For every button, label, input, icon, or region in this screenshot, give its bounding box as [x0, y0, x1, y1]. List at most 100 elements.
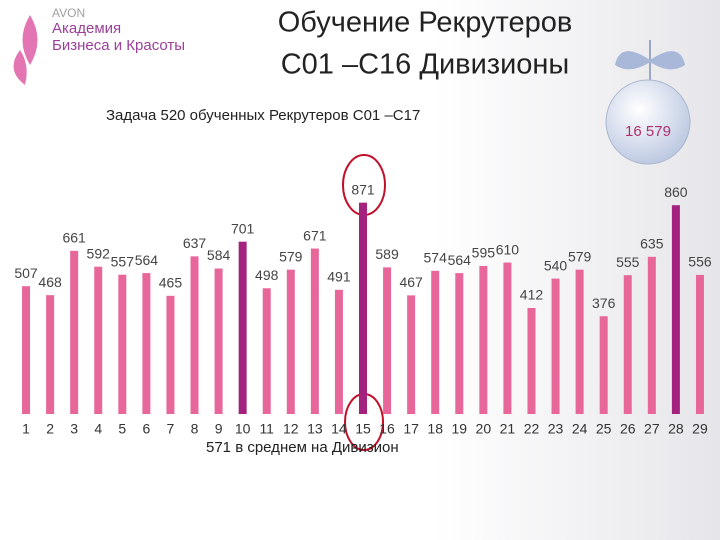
x-tick-label: 15 [355, 421, 371, 437]
bar [286, 269, 295, 414]
bar [334, 289, 343, 414]
bar [383, 267, 392, 414]
value-label: 376 [592, 295, 616, 311]
value-label: 579 [568, 248, 592, 264]
bar [455, 273, 464, 414]
bar [359, 202, 367, 414]
ornament-label: 16 579 [625, 123, 671, 140]
x-tick-label: 9 [215, 421, 223, 437]
x-tick-label: 22 [524, 421, 540, 437]
x-tick-label: 3 [70, 421, 78, 437]
chart: 1 507 2 468 3 661 4 592 5 557 6 564 7 465 8 637 9 584 10 70… [14, 181, 712, 436]
value-label: 556 [688, 254, 712, 270]
x-tick-label: 5 [118, 421, 126, 437]
bar [70, 250, 79, 414]
bar [190, 256, 199, 414]
value-label: 564 [448, 252, 472, 268]
x-tick-label: 11 [259, 421, 274, 437]
bar [310, 248, 319, 414]
value-label: 507 [14, 265, 38, 281]
x-tick-label: 27 [644, 421, 660, 437]
value-label: 701 [231, 220, 255, 236]
x-tick-label: 4 [94, 421, 102, 437]
bar [479, 265, 488, 414]
bar [46, 295, 55, 414]
value-label: 579 [279, 248, 303, 264]
x-tick-label: 16 [379, 421, 395, 437]
bar [575, 269, 584, 414]
x-tick-label: 18 [427, 421, 443, 437]
value-label: 555 [616, 254, 640, 270]
logo-butterfly [13, 15, 38, 85]
bar [262, 288, 271, 414]
x-tick-label: 24 [572, 421, 588, 437]
bar [407, 295, 416, 414]
value-label: 498 [255, 267, 279, 283]
bar [238, 241, 247, 414]
x-tick-label: 17 [403, 421, 419, 437]
value-label: 871 [351, 181, 375, 197]
x-tick-label: 6 [142, 421, 150, 437]
value-label: 564 [135, 252, 159, 268]
bar [142, 273, 151, 414]
x-tick-label: 29 [692, 421, 708, 437]
subtitle: Задача 520 обученных Рекрутеров С01 –С17 [106, 107, 420, 124]
x-tick-label: 23 [548, 421, 564, 437]
x-tick-label: 13 [307, 421, 323, 437]
bar [214, 268, 223, 414]
x-tick-label: 20 [476, 421, 492, 437]
x-tick-label: 2 [46, 421, 54, 437]
bar [166, 295, 175, 414]
annotation: 571 в среднем на Дивизион [206, 439, 399, 456]
bar [599, 316, 608, 414]
value-label: 468 [38, 274, 62, 290]
bar [551, 278, 560, 414]
logo-line: Академия [52, 20, 121, 37]
bar [671, 205, 680, 414]
value-label: 637 [183, 235, 207, 251]
title: Обучение Рекрутеров [278, 7, 573, 39]
x-tick-label: 8 [191, 421, 199, 437]
bar [94, 266, 103, 414]
value-label: 491 [327, 269, 351, 285]
x-tick-label: 14 [331, 421, 347, 437]
x-tick-label: 25 [596, 421, 612, 437]
value-label: 465 [159, 275, 183, 291]
bar [695, 274, 704, 414]
ornament-ball [605, 79, 691, 165]
value-label: 589 [375, 246, 399, 262]
x-tick-label: 19 [451, 421, 467, 437]
value-label: 412 [520, 287, 544, 303]
bar [623, 275, 632, 414]
value-label: 595 [472, 245, 496, 261]
value-label: 540 [544, 257, 568, 273]
value-label: 661 [62, 230, 86, 246]
value-label: 467 [399, 274, 423, 290]
value-label: 860 [664, 184, 688, 200]
x-tick-label: 28 [668, 421, 684, 437]
value-label: 635 [640, 236, 664, 252]
bar [118, 274, 127, 414]
bar [527, 307, 536, 414]
value-label: 592 [87, 245, 111, 261]
x-tick-label: 7 [167, 421, 175, 437]
value-label: 610 [496, 241, 520, 257]
title: С01 –С16 Дивизионы [281, 49, 570, 81]
x-tick-label: 10 [235, 421, 251, 437]
bar [647, 256, 656, 414]
x-tick-label: 26 [620, 421, 636, 437]
value-label: 584 [207, 247, 231, 263]
x-tick-label: 12 [283, 421, 299, 437]
logo-line: Бизнеса и Красоты [52, 37, 185, 54]
logo-brand: AVON [52, 6, 85, 20]
value-label: 671 [303, 227, 327, 243]
x-tick-label: 21 [500, 421, 516, 437]
bar [22, 286, 31, 414]
bar [431, 270, 440, 414]
value-label: 574 [424, 250, 448, 266]
x-tick-label: 1 [22, 421, 30, 437]
value-label: 557 [111, 253, 135, 269]
ornament-bow [615, 51, 685, 70]
bar [503, 262, 512, 414]
